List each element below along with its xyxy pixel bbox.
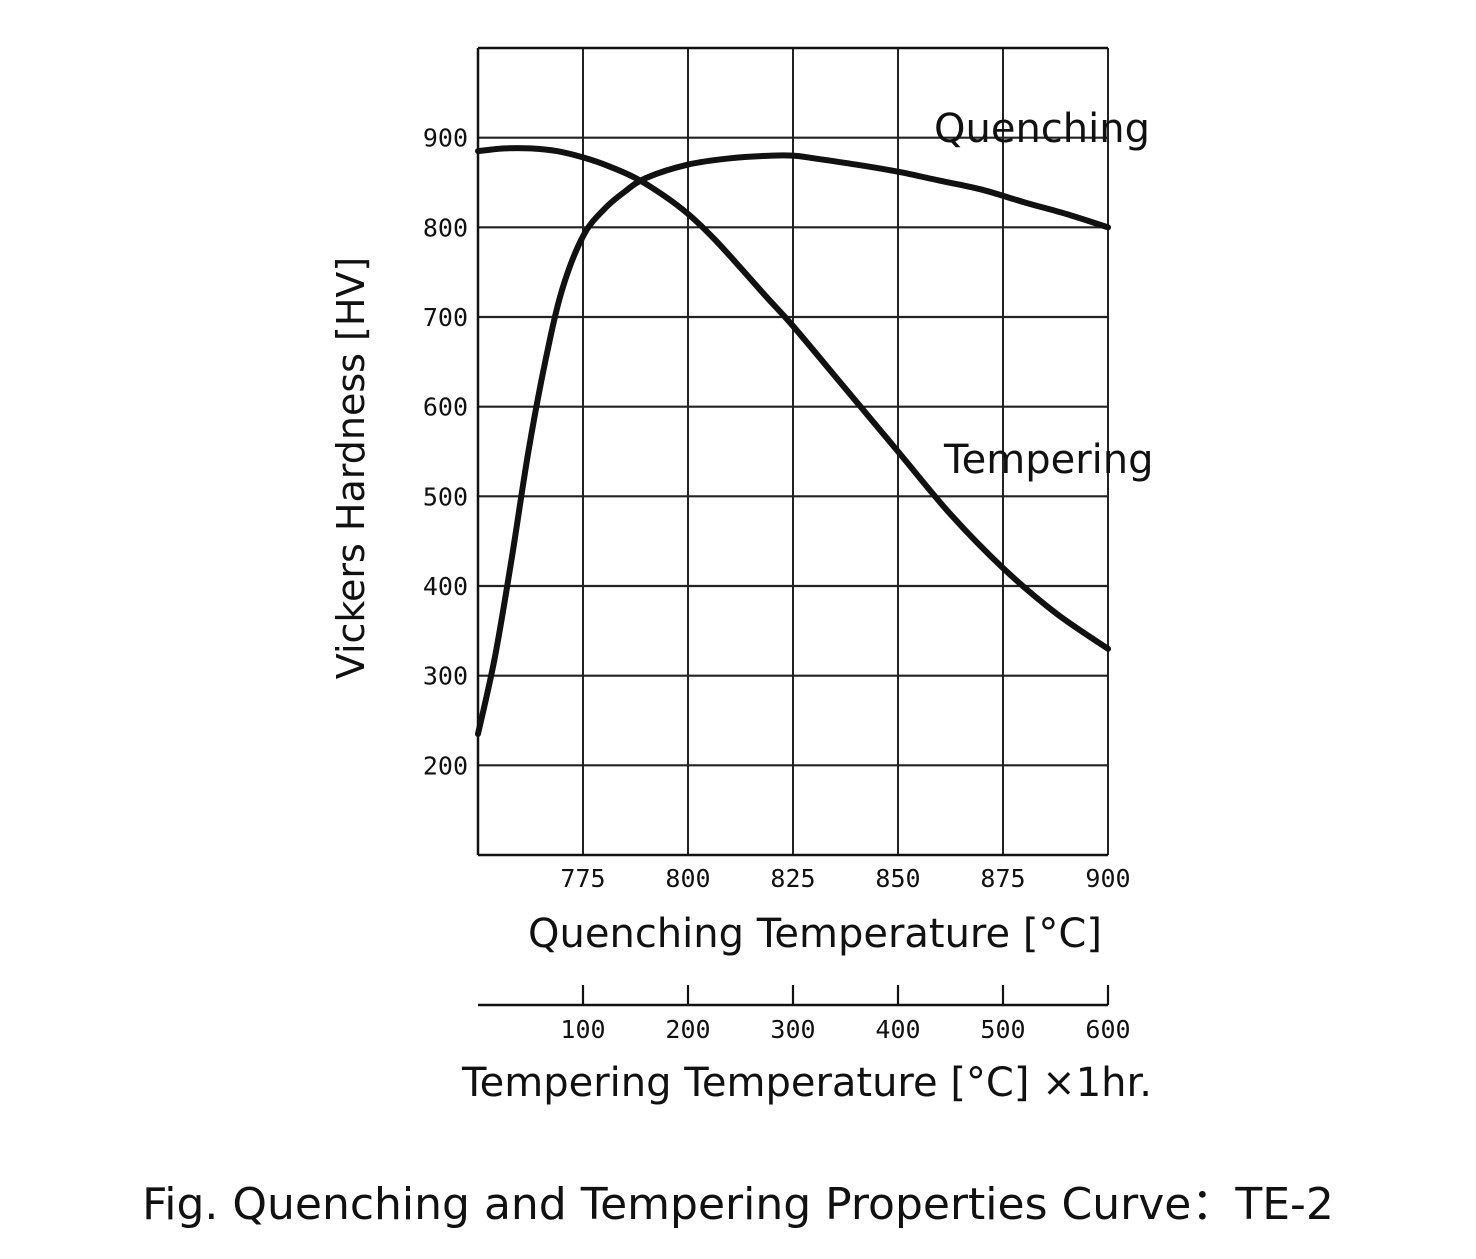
chart-grid xyxy=(478,48,1109,855)
y-axis-label: Vickers Hardness [HV] xyxy=(329,257,373,679)
series-line-tempering xyxy=(475,145,1111,652)
data-series xyxy=(475,145,1111,737)
y-tick-label-500: 500 xyxy=(423,482,468,511)
quenching-x-tick-labels: 775 800 825 850 875 900 xyxy=(560,864,1130,893)
y-tick-label-200: 200 xyxy=(423,751,468,780)
quenching-x-axis-label: Quenching Temperature [°C] xyxy=(528,911,1102,957)
quenching-tick-label-775: 775 xyxy=(560,864,605,893)
tempering-x-tick-labels: 100 200 300 400 500 600 xyxy=(560,985,1131,1044)
tempering-tick-label-100: 100 xyxy=(560,1015,605,1044)
tempering-tick-label-200: 200 xyxy=(665,1015,710,1044)
y-tick-label-800: 800 xyxy=(423,213,468,242)
tempering-tick-label-600: 600 xyxy=(1085,1015,1130,1044)
quenching-tick-label-900: 900 xyxy=(1085,864,1130,893)
y-tick-label-700: 700 xyxy=(423,303,468,332)
quenching-tick-label-800: 800 xyxy=(665,864,710,893)
tempering-x-axis-label: Tempering Temperature [°C] ×1hr. xyxy=(461,1060,1152,1106)
quenching-tick-label-875: 875 xyxy=(980,864,1025,893)
tempering-tick-label-300: 300 xyxy=(770,1015,815,1044)
quenching-tick-label-825: 825 xyxy=(770,864,815,893)
y-tick-label-300: 300 xyxy=(423,662,468,691)
y-tick-labels: 200 300 400 500 600 700 800 900 xyxy=(423,124,468,781)
series-line-quenching xyxy=(475,152,1111,737)
y-tick-label-600: 600 xyxy=(423,393,468,422)
tempering-tick-label-400: 400 xyxy=(875,1015,920,1044)
y-tick-label-400: 400 xyxy=(423,572,468,601)
quenching-tick-label-850: 850 xyxy=(875,864,920,893)
y-tick-label-900: 900 xyxy=(423,124,468,153)
figure-caption: Fig. Quenching and Tempering Properties … xyxy=(142,1179,1334,1230)
tempering-tick-label-500: 500 xyxy=(980,1015,1025,1044)
series-label-quenching: Quenching xyxy=(934,106,1150,152)
series-label-tempering: Tempering xyxy=(943,437,1154,483)
